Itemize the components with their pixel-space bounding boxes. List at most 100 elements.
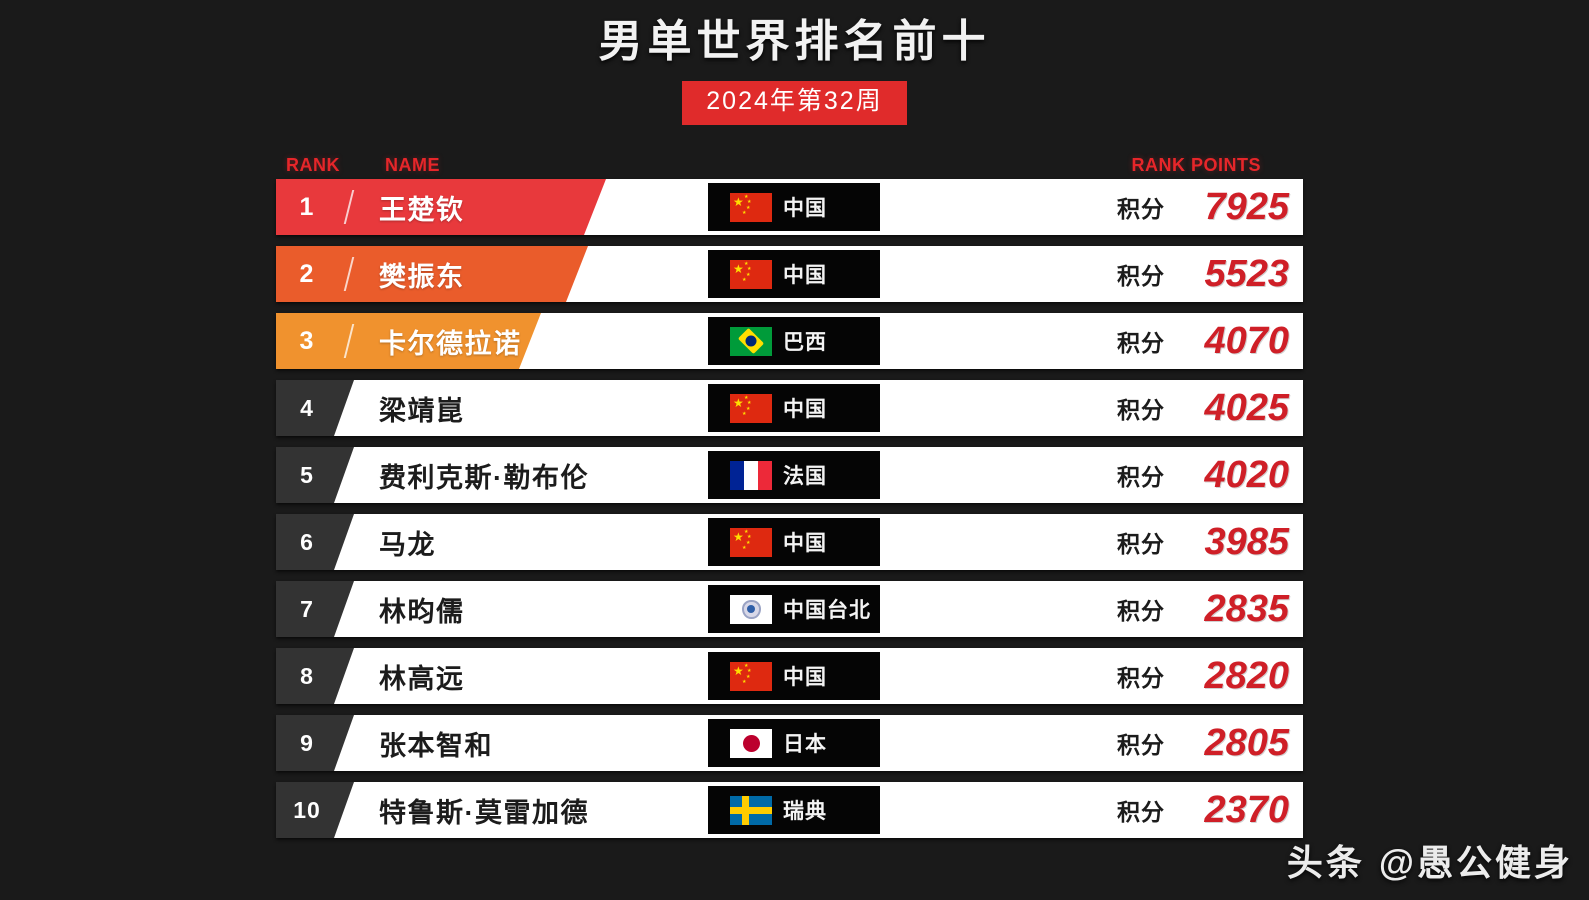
flag-china-icon: ★ ★ ★ ★ ★ [730,192,772,222]
points-cell: 积分 4020 [1117,447,1303,503]
player-name: 特鲁斯·莫雷加德 [379,797,589,828]
rank-number: 3 [299,326,315,355]
player-name: 王楚钦 [379,194,465,225]
points-value: 4025 [1204,386,1289,429]
header: 男单世界排名前十 2024年第32周 [0,0,1589,125]
country-name: 中国 [783,197,827,220]
rank-number: 2 [299,259,315,288]
points-label: 积分 [1117,598,1165,624]
flag-brazil-icon [730,326,772,356]
ranking-table: RANK NAME RANK POINTS 1 王楚钦 ★ ★ ★ ★ ★ 中国 积分 7925 2… [276,155,1303,849]
points-cell: 积分 5523 [1117,246,1303,302]
rank-number: 7 [300,595,314,622]
points-cell: 积分 2370 [1117,782,1303,838]
country-name: 中国 [783,264,827,287]
points-label: 积分 [1117,732,1165,758]
points-cell: 积分 2835 [1117,581,1303,637]
table-row[interactable]: 3 卡尔德拉诺 巴西 积分 4070 [276,313,1303,369]
country-name: 中国 [783,666,827,689]
points-label: 积分 [1117,464,1165,490]
rank-band [276,246,588,302]
rank-band [276,313,541,369]
points-value: 4020 [1204,453,1289,496]
points-value: 7925 [1204,185,1289,228]
points-value: 5523 [1204,252,1289,295]
points-cell: 积分 4070 [1117,313,1303,369]
rank-number: 9 [300,729,314,756]
player-name: 马龙 [379,529,436,560]
country-chip: ★ ★ ★ ★ ★ 中国 [708,250,880,298]
flag-chinese-taipei-icon [730,594,772,624]
country-chip: 法国 [708,451,880,499]
player-name: 梁靖崑 [379,395,465,426]
column-header-rank: RANK [286,155,340,175]
points-label: 积分 [1117,665,1165,691]
points-cell: 积分 4025 [1117,380,1303,436]
rank-number: 10 [293,796,321,823]
flag-france-icon [730,460,772,490]
country-name: 中国 [783,532,827,555]
points-label: 积分 [1117,397,1165,423]
points-value: 2820 [1204,654,1289,697]
points-label: 积分 [1117,531,1165,557]
flag-sweden-icon [730,795,772,825]
week-badge: 2024年第32周 [682,81,907,125]
points-value: 3985 [1204,520,1289,563]
flag-china-icon: ★ ★ ★ ★ ★ [730,661,772,691]
points-cell: 积分 2820 [1117,648,1303,704]
country-chip: 巴西 [708,317,880,365]
player-name: 林高远 [379,663,465,694]
country-name: 中国 [783,398,827,421]
country-name: 日本 [783,733,827,756]
country-name: 中国台北 [783,599,871,622]
watermark: 头条 @愚公健身 [1287,834,1573,886]
points-cell: 积分 2805 [1117,715,1303,771]
table-row[interactable]: 5 费利克斯·勒布伦 法国 积分 4020 [276,447,1303,503]
country-name: 瑞典 [783,800,827,823]
points-value: 2370 [1204,788,1289,831]
rank-number: 5 [300,461,314,488]
flag-china-icon: ★ ★ ★ ★ ★ [730,259,772,289]
table-row[interactable]: 10 特鲁斯·莫雷加德 瑞典 积分 2370 [276,782,1303,838]
column-header-points: RANK POINTS [1131,155,1261,175]
flag-china-icon: ★ ★ ★ ★ ★ [730,527,772,557]
player-name: 费利克斯·勒布伦 [379,462,589,493]
player-name: 林昀儒 [379,596,465,627]
country-chip: 瑞典 [708,786,880,834]
rank-number: 1 [299,192,315,221]
table-row[interactable]: 8 林高远 ★ ★ ★ ★ ★ 中国 积分 2820 [276,648,1303,704]
player-name: 张本智和 [379,730,493,761]
rank-band [276,179,606,235]
country-chip: ★ ★ ★ ★ ★ 中国 [708,518,880,566]
flag-china-icon: ★ ★ ★ ★ ★ [730,393,772,423]
points-label: 积分 [1117,330,1165,356]
country-name: 巴西 [783,331,827,354]
rank-number: 4 [300,394,314,421]
country-chip: ★ ★ ★ ★ ★ 中国 [708,183,880,231]
table-row[interactable]: 9 张本智和 日本 积分 2805 [276,715,1303,771]
points-cell: 积分 7925 [1117,179,1303,235]
points-value: 4070 [1204,319,1289,362]
page-title: 男单世界排名前十 [598,17,991,66]
table-body: 1 王楚钦 ★ ★ ★ ★ ★ 中国 积分 7925 2 樊振东 ★ ★ ★ ★ ★ 中国 积分 5523 3 卡尔德拉诺… [276,179,1303,838]
country-chip: 日本 [708,719,880,767]
watermark-handle: @愚公健身 [1378,842,1573,883]
table-row[interactable]: 2 樊振东 ★ ★ ★ ★ ★ 中国 积分 5523 [276,246,1303,302]
table-row[interactable]: 4 梁靖崑 ★ ★ ★ ★ ★ 中国 积分 4025 [276,380,1303,436]
rank-number: 6 [300,528,314,555]
table-row[interactable]: 1 王楚钦 ★ ★ ★ ★ ★ 中国 积分 7925 [276,179,1303,235]
points-label: 积分 [1117,799,1165,825]
flag-japan-icon [730,728,772,758]
points-label: 积分 [1117,196,1165,222]
week-badge-wrap: 2024年第32周 [0,81,1589,125]
points-cell: 积分 3985 [1117,514,1303,570]
table-row[interactable]: 6 马龙 ★ ★ ★ ★ ★ 中国 积分 3985 [276,514,1303,570]
country-chip: 中国台北 [708,585,880,633]
rank-number: 8 [300,662,314,689]
table-row[interactable]: 7 林昀儒 中国台北 积分 2835 [276,581,1303,637]
points-value: 2805 [1204,721,1289,764]
country-chip: ★ ★ ★ ★ ★ 中国 [708,384,880,432]
country-chip: ★ ★ ★ ★ ★ 中国 [708,652,880,700]
country-name: 法国 [783,465,827,488]
